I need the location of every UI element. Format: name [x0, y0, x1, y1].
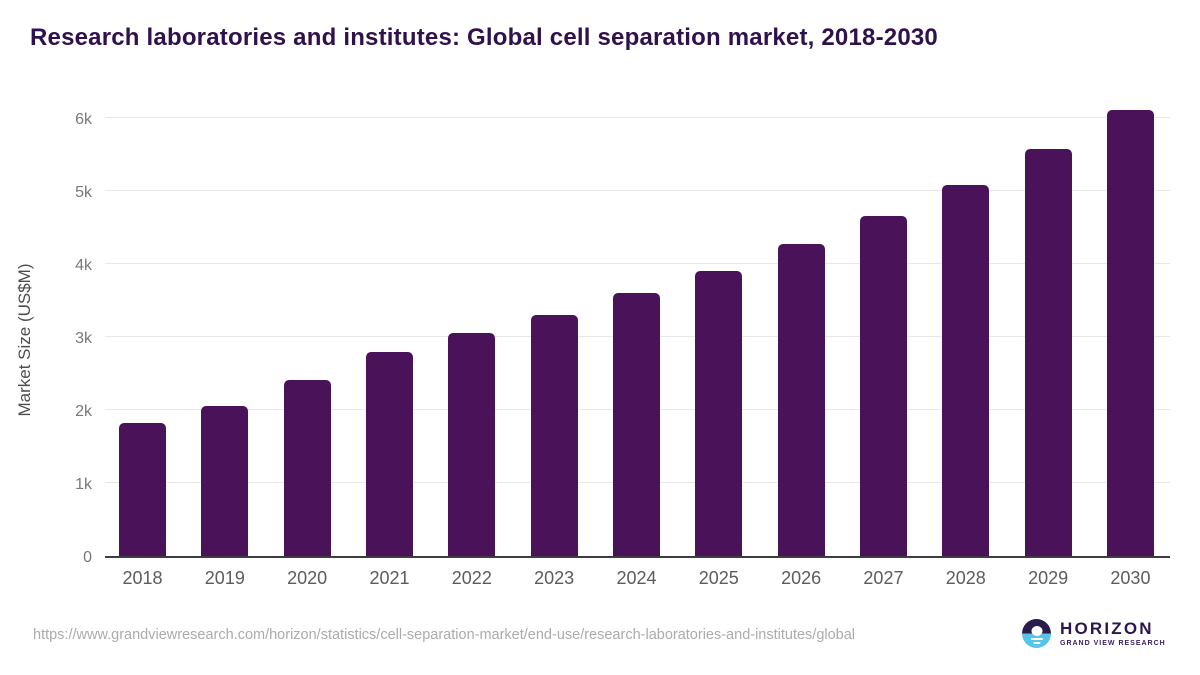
horizon-sun-icon	[1022, 619, 1051, 648]
bar-2019[interactable]	[201, 406, 249, 556]
gridline-5k	[105, 190, 1170, 191]
ripple-line	[1030, 638, 1043, 640]
bar-2027[interactable]	[859, 215, 907, 556]
bar-2023[interactable]	[530, 315, 578, 556]
x-tick-2026: 2026	[781, 568, 822, 588]
sun-dot	[1031, 626, 1042, 636]
y-tick-0: 0	[83, 549, 92, 566]
bar-2022[interactable]	[448, 333, 496, 556]
y-tick-4k: 4k	[75, 257, 92, 274]
y-axis-tick-labels: 0 1k 2k 3k 4k 5k 6k	[0, 111, 92, 566]
bar-2021[interactable]	[365, 352, 413, 556]
x-tick-2020: 2020	[287, 568, 328, 588]
source-url: https://www.grandviewresearch.com/horizo…	[33, 627, 856, 643]
y-tick-5k: 5k	[75, 184, 92, 201]
bar-2025[interactable]	[695, 270, 743, 556]
bar-chart-plot-area	[105, 109, 1170, 558]
bar-2024[interactable]	[612, 293, 660, 556]
x-tick-2030: 2030	[1110, 568, 1151, 588]
bar-2018[interactable]	[119, 423, 166, 556]
x-tick-2024: 2024	[616, 568, 657, 588]
x-tick-2027: 2027	[863, 568, 904, 588]
logo-text: HORIZON GRAND VIEW RESEARCH	[1060, 619, 1166, 648]
gridline-4k	[105, 263, 1170, 264]
bar-2029[interactable]	[1024, 149, 1072, 556]
x-tick-2019: 2019	[204, 568, 245, 588]
x-tick-2023: 2023	[534, 568, 575, 588]
y-tick-3k: 3k	[75, 330, 92, 347]
horizon-logo[interactable]: HORIZON GRAND VIEW RESEARCH	[1022, 619, 1166, 648]
x-tick-2025: 2025	[698, 568, 739, 588]
bar-2020[interactable]	[283, 380, 331, 556]
logo-title: HORIZON	[1060, 619, 1154, 638]
bar-2030[interactable]	[1106, 109, 1154, 556]
bar-2026[interactable]	[777, 243, 825, 556]
y-tick-2k: 2k	[75, 403, 92, 420]
bars-row	[105, 109, 1170, 556]
chart-title: Research laboratories and institutes: Gl…	[30, 24, 938, 51]
x-tick-2029: 2029	[1028, 568, 1069, 588]
gridline-6k	[105, 117, 1170, 118]
x-tick-2022: 2022	[451, 568, 492, 588]
y-tick-6k: 6k	[75, 111, 92, 128]
x-axis-tick-labels: 2018 2019 2020 2021 2022 2023 2024 2025 2026 2027…	[105, 568, 1170, 589]
x-tick-2028: 2028	[945, 568, 986, 588]
x-tick-2021: 2021	[369, 568, 410, 588]
bar-2028[interactable]	[942, 185, 990, 556]
x-tick-2018: 2018	[122, 568, 163, 588]
ripple-line	[1033, 642, 1040, 644]
y-tick-1k: 1k	[75, 476, 92, 493]
logo-subtitle: GRAND VIEW RESEARCH	[1060, 640, 1166, 647]
